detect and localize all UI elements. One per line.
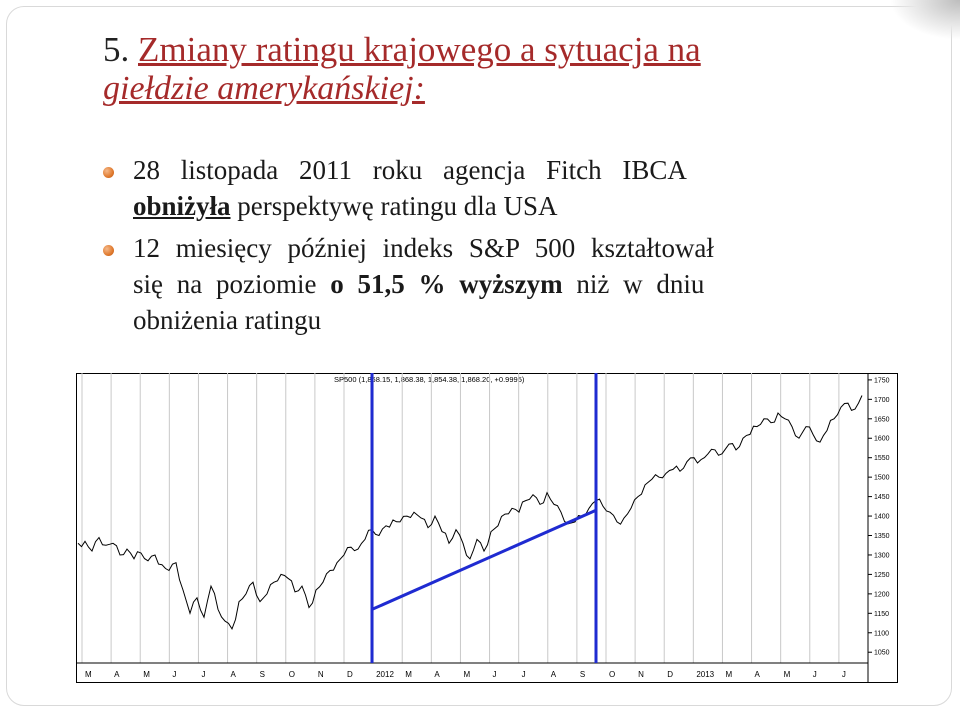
sp500-chart: SP500 (1,868.15, 1,868.38, 1,854.38, 1,8… [76,373,898,683]
x-tick-label: J [522,670,526,679]
x-tick-label: D [667,670,673,679]
x-tick-label: 2013 [696,670,714,679]
bullet-dot-icon [103,245,114,256]
x-tick-label: S [580,670,585,679]
chart-svg: SP500 (1,868.15, 1,868.38, 1,854.38, 1,8… [76,373,898,683]
x-tick-label: S [260,670,265,679]
y-tick-label: 1400 [874,514,890,521]
x-tick-label: J [842,670,846,679]
y-tick-label: 1500 [874,475,890,482]
y-tick-label: 1700 [874,397,890,404]
x-tick-label: M [85,670,92,679]
x-tick-label: A [114,670,120,679]
x-tick-label: A [434,670,440,679]
x-tick-label: M [463,670,470,679]
x-tick-label: O [289,670,295,679]
x-tick-label: D [347,670,353,679]
chart-border [76,373,898,683]
x-tick-label: A [551,670,557,679]
y-tick-label: 1200 [874,591,890,598]
bullet-2-line1: 12 miesięcy później indeks S&P 500 kszta… [133,233,714,263]
slide-title: 5. Zmiany ratingu krajowego a sytuacja n… [103,30,883,108]
y-tick-label: 1750 [874,377,890,384]
y-tick-label: 1450 [874,494,890,501]
bullet-list: 28 listopada 2011 roku agencja Fitch IBC… [103,152,869,344]
x-tick-label: J [493,670,497,679]
y-tick-label: 1300 [874,552,890,559]
bullet-item: 12 miesięcy później indeks S&P 500 kszta… [103,230,869,338]
y-tick-label: 1550 [874,455,890,462]
x-tick-label: M [405,670,412,679]
y-tick-label: 1150 [874,611,889,618]
bullet-1-bold: obniżyła [133,191,231,221]
x-tick-label: M [784,670,791,679]
chart-header: SP500 (1,868.15, 1,868.38, 1,854.38, 1,8… [334,375,525,384]
bullet-2-line3: obniżenia ratingu [133,305,322,335]
y-tick-label: 1350 [874,533,890,540]
bullet-2-line2-bold: o 51,5 % wyższym [330,269,563,299]
x-tick-label: N [638,670,644,679]
bullet-dot-icon [103,167,114,178]
title-text: Zmiany ratingu krajowego a sytuacja na [138,30,701,69]
bullet-1-rest: perspektywę ratingu dla USA [230,191,558,221]
y-tick-label: 1050 [874,650,890,657]
x-tick-label: M [725,670,732,679]
slide-frame [6,6,952,706]
price-line [77,395,863,631]
title-line-2: giełdzie amerykańskiej: [103,70,425,107]
y-tick-label: 1600 [874,436,890,443]
title-line-1: 5. Zmiany ratingu krajowego a sytuacja n… [103,30,883,70]
x-tick-label: J [201,670,205,679]
bullet-item: 28 listopada 2011 roku agencja Fitch IBC… [103,152,869,224]
corner-decoration [890,0,960,40]
y-tick-label: 1250 [874,572,890,579]
x-tick-label: M [143,670,150,679]
bullet-2-line2-post: niż w dniu [562,269,705,299]
x-tick-label: J [813,670,817,679]
bullet-2-line2-pre: się na poziomie [133,269,331,299]
x-tick-label: O [609,670,615,679]
x-tick-label: J [172,670,176,679]
title-number: 5. [103,30,130,69]
x-tick-label: N [318,670,324,679]
x-tick-label: 2012 [376,670,394,679]
y-tick-label: 1100 [874,630,889,637]
bullet-1-lead: 28 listopada 2011 roku agencja Fitch IBC… [133,155,687,185]
trend-line [371,508,597,611]
x-tick-label: A [755,670,761,679]
x-tick-label: A [231,670,237,679]
y-tick-label: 1650 [874,416,890,423]
